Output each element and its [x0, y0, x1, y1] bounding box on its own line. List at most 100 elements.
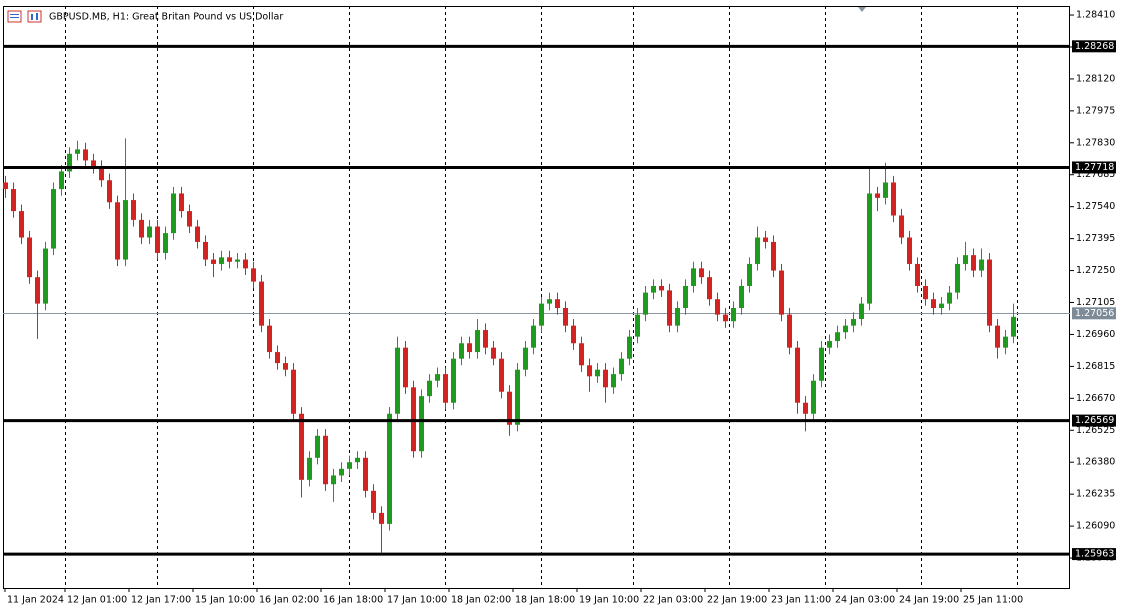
candle-body	[451, 358, 456, 403]
candle-body	[59, 171, 64, 190]
candle-body	[675, 308, 680, 326]
candle-body	[619, 358, 624, 375]
candle-body	[387, 413, 392, 524]
candle-body	[459, 343, 464, 359]
candle-body	[163, 233, 168, 253]
candle-body	[323, 435, 328, 485]
candle-body	[51, 189, 56, 249]
candle-body	[483, 330, 488, 348]
candle-body	[643, 292, 648, 315]
level-label: 1.25963	[1075, 549, 1114, 560]
candle-body	[819, 347, 824, 381]
candle-body	[147, 226, 152, 238]
level-label: 1.28268	[1075, 41, 1114, 52]
candle-body	[779, 270, 784, 315]
plot-frame	[3, 6, 1070, 589]
candle-body	[883, 182, 888, 198]
candle-body	[379, 512, 384, 524]
candle-body	[955, 263, 960, 293]
candle-body	[771, 241, 776, 271]
candle-body	[11, 189, 16, 212]
current-price-label: 1.27056	[1075, 308, 1114, 319]
candle-body	[667, 290, 672, 326]
x-tick-label: 16 Jan 18:00	[323, 595, 383, 606]
candle-body	[203, 241, 208, 260]
candle-body	[827, 341, 832, 348]
candle-body	[43, 248, 48, 304]
candle-body	[339, 468, 344, 476]
candle-body	[307, 457, 312, 480]
axes: 1.284101.282651.281201.279751.278301.276…	[4, 10, 1116, 606]
level-label: 1.27718	[1075, 162, 1114, 173]
candle-body	[1011, 316, 1016, 337]
candle-body	[947, 292, 952, 304]
icon-list	[7, 10, 22, 23]
candle-body	[803, 402, 808, 414]
candle-body	[443, 374, 448, 403]
y-tick-label: 1.26960	[1076, 329, 1115, 340]
x-tick-label: 16 Jan 02:00	[259, 595, 319, 606]
candle-body	[235, 259, 240, 262]
candle-body	[347, 462, 352, 469]
grid	[3, 6, 1070, 588]
x-tick-label: 23 Jan 11:00	[771, 595, 831, 606]
candle-body	[283, 363, 288, 370]
candle-body	[299, 413, 304, 480]
candle-body	[507, 391, 512, 425]
candle-body	[179, 193, 184, 212]
y-tick-label: 1.28120	[1076, 73, 1115, 84]
x-tick-label: 19 Jan 10:00	[579, 595, 639, 606]
candle-body	[843, 325, 848, 333]
candle-body	[795, 347, 800, 403]
candle-body	[131, 200, 136, 220]
candle-body	[227, 257, 232, 262]
candle-body	[475, 330, 480, 353]
x-tick-label: 24 Jan 19:00	[899, 595, 959, 606]
candle-body	[139, 219, 144, 238]
y-tick-label: 1.26525	[1076, 425, 1115, 436]
candle-body	[515, 369, 520, 425]
candle-body	[195, 226, 200, 242]
x-tick-label: 18 Jan 02:00	[451, 595, 511, 606]
candle-body	[99, 167, 104, 181]
candle-body	[763, 237, 768, 242]
candle-body	[875, 193, 880, 198]
y-tick-label: 1.26670	[1076, 393, 1115, 404]
candle-body	[555, 299, 560, 309]
candle-body	[491, 347, 496, 359]
candle-body	[523, 347, 528, 370]
x-tick-label: 18 Jan 18:00	[515, 595, 575, 606]
candle-body	[915, 263, 920, 286]
y-tick-label: 1.27830	[1076, 137, 1115, 148]
y-tick-label: 1.27540	[1076, 201, 1115, 212]
x-tick-label: 15 Jan 10:00	[195, 595, 255, 606]
candle-body	[419, 396, 424, 452]
x-tick-label: 25 Jan 11:00	[963, 595, 1023, 606]
candle-body	[635, 314, 640, 337]
chart-title: GBPUSD.MB, H1: Great Britan Pound vs US …	[49, 12, 283, 23]
candle-body	[27, 237, 32, 278]
candle-body	[715, 299, 720, 315]
y-tick-label: 1.26380	[1076, 457, 1115, 468]
candle-body	[315, 435, 320, 458]
candle-body	[355, 457, 360, 463]
candle-body	[755, 237, 760, 264]
candle-body	[1003, 336, 1008, 348]
x-tick-label: 24 Jan 03:00	[835, 595, 895, 606]
candle-body	[547, 299, 552, 304]
candle-body	[611, 374, 616, 388]
candle-body	[371, 490, 376, 513]
candle-body	[187, 211, 192, 227]
candle-body	[75, 149, 80, 154]
candle-body	[571, 325, 576, 344]
y-tick-label: 1.27975	[1076, 105, 1115, 116]
candle-body	[683, 285, 688, 309]
x-tick-label: 22 Jan 19:00	[707, 595, 767, 606]
current-price-box	[1072, 307, 1116, 320]
candle-body	[595, 369, 600, 377]
candle-body	[835, 332, 840, 342]
candle-body	[243, 259, 248, 269]
level-label-box	[1072, 548, 1116, 561]
